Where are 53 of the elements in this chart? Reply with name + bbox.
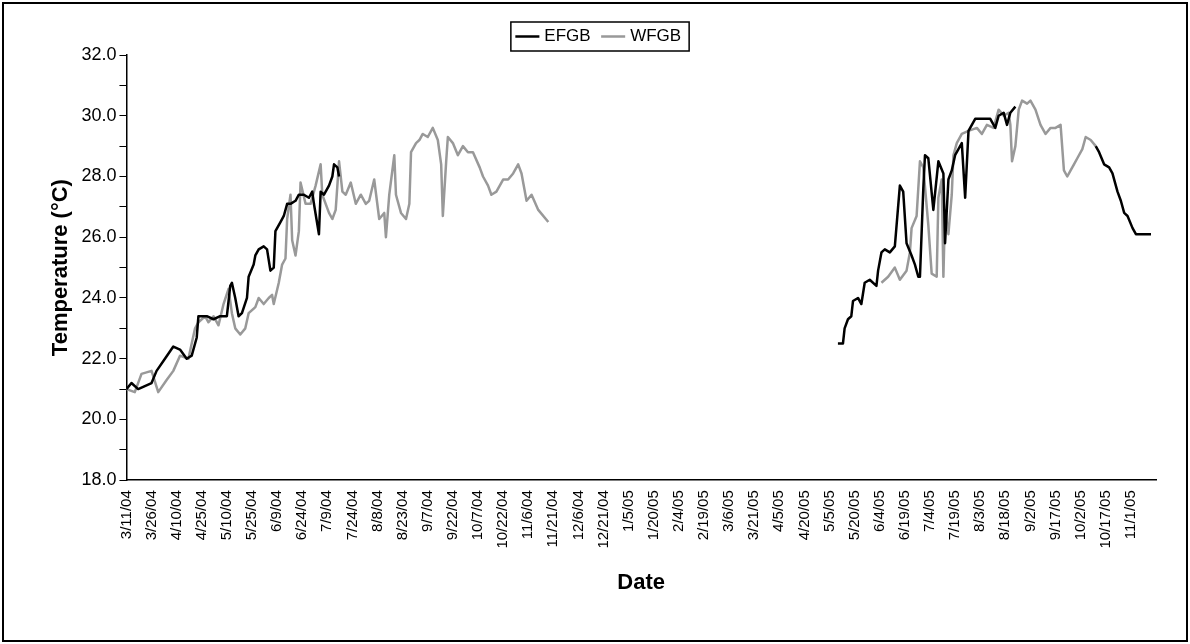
y-tick-label: 22.0 [81,347,117,368]
x-tick-label: 5/10/04 [217,490,235,541]
x-tick-label: 9/22/04 [443,490,461,541]
x-tick-label: 6/24/04 [292,490,310,541]
y-tick-label: 32.0 [81,43,117,64]
x-tick-label: 10/22/04 [493,490,511,549]
y-tick-label: 20.0 [81,408,117,429]
x-tick-label: 8/3/05 [970,490,988,532]
x-tick-label: 6/9/04 [267,490,285,532]
x-tick-label: 9/2/05 [1020,490,1038,532]
x-tick-label: 8/23/04 [392,490,410,541]
x-tick-label: 7/4/05 [920,490,938,532]
x-tick-label: 4/10/04 [166,490,184,541]
y-tick-label: 28.0 [81,165,117,186]
y-tick-label: 26.0 [81,226,117,247]
x-tick-label: 3/26/04 [141,490,159,541]
y-axis-title: Temperature (°C) [47,179,73,357]
x-tick-label: 12/6/04 [568,490,586,541]
x-tick-label: 4/5/05 [769,490,787,532]
x-tick-label: 10/7/04 [468,490,486,541]
x-tick-label: 8/8/04 [367,490,385,532]
x-tick-label: 12/21/04 [593,490,611,549]
x-axis-title: Date [617,568,666,594]
x-tick-label: 5/5/05 [819,490,837,532]
x-tick-label: 11/21/04 [543,490,561,548]
x-tick-label: 9/7/04 [417,490,435,532]
x-tick-label: 9/17/05 [1045,490,1063,541]
x-tick-label: 5/20/05 [844,490,862,541]
x-tick-label: 7/19/05 [945,490,963,541]
y-tick-label: 24.0 [81,286,117,307]
x-tick-label: 1/20/05 [643,490,661,541]
x-tick-label: 1/5/05 [618,490,636,532]
legend-label: WFGB [630,26,682,46]
x-tick-label: 5/25/04 [242,490,260,541]
x-tick-label: 10/2/05 [1070,490,1088,541]
y-tick-label: 30.0 [81,104,117,125]
x-tick-label: 6/4/05 [869,490,887,532]
x-tick-label: 7/24/04 [342,490,360,541]
y-tick-label: 18.0 [81,469,117,490]
x-tick-label: 11/1/05 [1121,490,1139,540]
x-tick-label: 7/9/04 [317,490,335,532]
x-tick-label: 10/17/05 [1095,490,1113,549]
x-tick-label: 11/6/04 [518,490,536,540]
legend-label: EFGB [544,26,591,46]
x-tick-label: 8/18/05 [995,490,1013,541]
x-tick-label: 3/6/05 [719,490,737,532]
x-tick-label: 3/21/05 [744,490,762,541]
x-tick-label: 2/4/05 [669,490,687,532]
x-tick-label: 3/11/04 [116,490,134,540]
x-tick-label: 4/20/05 [794,490,812,541]
x-tick-label: 4/25/04 [191,490,209,541]
x-tick-label: 6/19/05 [895,490,913,541]
x-tick-label: 2/19/05 [694,490,712,541]
